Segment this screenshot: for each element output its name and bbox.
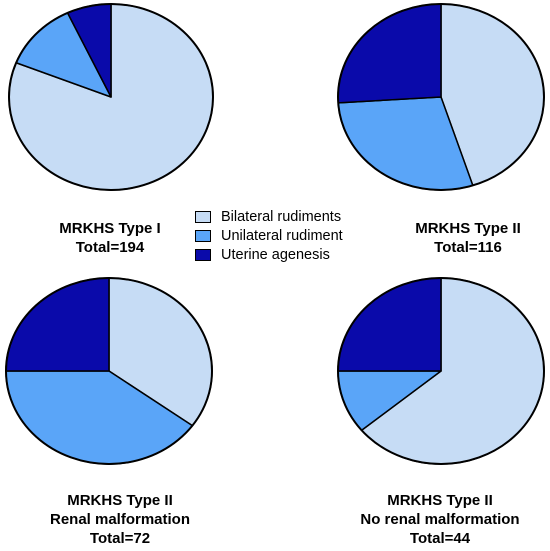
pie-outline [337, 277, 545, 465]
legend-swatch-bilateral [195, 211, 211, 223]
legend-label: Uterine agenesis [221, 247, 330, 263]
caption-type-2: MRKHS Type II Total=116 [378, 219, 550, 257]
pie-slice-uterine-agenesis [5, 277, 110, 372]
caption-line: MRKHS Type II [415, 220, 521, 237]
caption-line: Total=72 [89, 530, 151, 547]
pie-slice-uterine-agenesis [337, 3, 442, 104]
legend-swatch-unilateral [195, 230, 211, 242]
caption-line: MRKHS Type I [59, 220, 161, 237]
legend-label: Bilateral rudiments [221, 209, 342, 225]
pie-slice-uterine-agenesis [337, 277, 442, 372]
pie-outline [8, 3, 214, 191]
caption-line: Total=44 [409, 530, 471, 547]
caption-type-1: MRKHS Type I Total=194 [20, 219, 200, 257]
pie-outline [5, 277, 213, 465]
pie-chart-type-2-no-renal [337, 277, 545, 465]
legend-label: Unilateral rudiment [221, 228, 343, 244]
caption-line: MRKHS Type II [67, 492, 173, 509]
pie-chart-type-2-renal [5, 277, 213, 465]
legend-swatch-agenesis [195, 249, 211, 261]
caption-line: MRKHS Type II [387, 492, 493, 509]
caption-type-2-no-renal: MRKHS Type II No renal malformation Tota… [335, 491, 545, 548]
pie-outline [337, 3, 545, 191]
pie-chart-type-2 [337, 3, 545, 191]
caption-line: Renal malformation [49, 511, 191, 528]
caption-line: Total=194 [75, 239, 145, 256]
pie-chart-type-1 [8, 3, 214, 191]
caption-line: Total=116 [434, 239, 502, 256]
caption-type-2-renal: MRKHS Type II Renal malformation Total=7… [20, 491, 220, 548]
caption-line: No renal malformation [360, 511, 520, 528]
